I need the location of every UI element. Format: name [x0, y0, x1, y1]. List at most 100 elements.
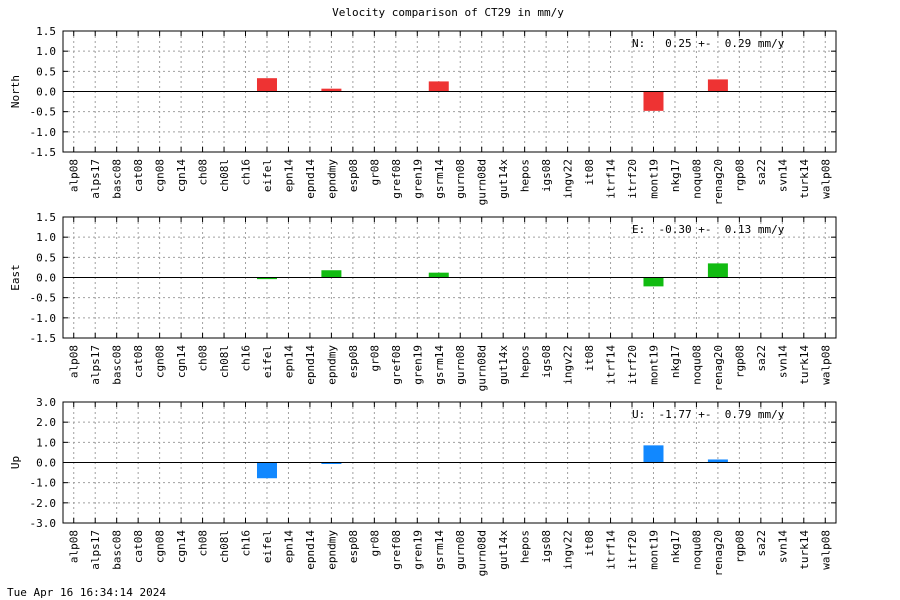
x-tick-label: gurn08 — [454, 159, 467, 199]
x-tick-label: sa22 — [755, 159, 768, 186]
y-tick-label: 1.5 — [36, 25, 56, 38]
x-tick-label: ingv22 — [562, 345, 575, 385]
x-tick-label: alp08 — [68, 159, 81, 192]
plot-frame — [62, 216, 837, 339]
x-tick-label: esp08 — [347, 530, 360, 563]
x-tick-label: cgn14 — [175, 345, 188, 378]
x-tick-label: svn14 — [776, 530, 789, 563]
x-tick-label: ingv22 — [562, 530, 575, 570]
x-tick-label: ch16 — [240, 159, 253, 186]
x-tick-label: basc08 — [111, 530, 124, 570]
x-tick-label: cgn14 — [175, 159, 188, 192]
x-tick-label: gren19 — [411, 345, 424, 385]
bar-eifel — [256, 78, 277, 92]
x-tick-label: hepos — [519, 159, 532, 192]
x-tick-label: itrf14 — [605, 530, 618, 570]
x-tick-label: cat08 — [132, 530, 145, 563]
x-tick-label: gurn08 — [454, 530, 467, 570]
x-tick-label: ch08l — [218, 159, 231, 192]
x-tick-label: renag20 — [712, 159, 725, 205]
y-tick-label: 1.5 — [36, 211, 56, 224]
y-tick-label: -2.0 — [30, 497, 57, 510]
bar-epndmy — [321, 462, 342, 464]
y-axis-label: East — [9, 264, 22, 291]
x-tick-label: ch08l — [218, 345, 231, 378]
x-tick-label: epnd14 — [304, 345, 317, 385]
x-tick-label: cat08 — [132, 345, 145, 378]
y-tick-label: -3.0 — [30, 517, 57, 530]
x-tick-label: ch08 — [197, 530, 210, 557]
x-tick-label: noqu08 — [690, 345, 703, 385]
x-tick-label: cgn08 — [154, 530, 167, 563]
x-tick-label: alps17 — [89, 530, 102, 570]
x-tick-label: gut14x — [497, 345, 510, 385]
x-tick-label: noqu08 — [690, 530, 703, 570]
x-tick-label: cat08 — [132, 159, 145, 192]
x-tick-label: ingv22 — [562, 159, 575, 199]
x-tick-label: alps17 — [89, 345, 102, 385]
x-tick-label: gsrm14 — [433, 159, 446, 199]
bar-eifel — [256, 462, 277, 479]
x-tick-label: gurn08d — [476, 345, 489, 391]
x-tick-label: basc08 — [111, 159, 124, 199]
x-tick-label: ch08 — [197, 159, 210, 186]
x-tick-label: walp08 — [819, 159, 832, 199]
y-tick-label: -0.5 — [30, 106, 57, 119]
y-axis-label: North — [9, 75, 22, 108]
y-tick-label: -0.5 — [30, 292, 57, 305]
x-tick-label: turk14 — [798, 159, 811, 199]
x-tick-label: svn14 — [776, 159, 789, 192]
x-tick-label: it08 — [583, 530, 596, 557]
x-tick-label: igs08 — [540, 159, 553, 192]
y-axis-label: Up — [9, 456, 22, 469]
x-tick-label: walp08 — [819, 345, 832, 385]
x-tick-label: hepos — [519, 530, 532, 563]
x-tick-label: gren19 — [411, 530, 424, 570]
x-tick-label: gsrm14 — [433, 345, 446, 385]
x-tick-label: it08 — [583, 345, 596, 372]
x-tick-label: mont19 — [647, 530, 660, 570]
y-tick-label: 0.5 — [36, 65, 56, 78]
x-tick-label: svn14 — [776, 345, 789, 378]
y-tick-label: -1.5 — [30, 332, 57, 345]
x-tick-label: mont19 — [647, 159, 660, 199]
plot-frame — [62, 30, 837, 153]
x-tick-label: gut14x — [497, 159, 510, 199]
bar-gsrm14 — [428, 81, 449, 92]
bar-mont19 — [643, 277, 664, 287]
x-tick-label: epn14 — [282, 159, 295, 192]
x-tick-label: eifel — [261, 159, 274, 192]
y-tick-label: 0.0 — [36, 86, 56, 99]
bar-renag20 — [707, 263, 728, 278]
x-tick-label: igs08 — [540, 530, 553, 563]
panel-up: 3.0 2.0 1.0 0.0 -1.0 -2.0 -3.0 alp08 alps17 basc0… — [9, 396, 837, 576]
x-tick-label: renag20 — [712, 530, 725, 576]
y-tick-label: -1.5 — [30, 146, 57, 159]
x-tick-label: sa22 — [755, 345, 768, 372]
x-tick-label: noqu08 — [690, 159, 703, 199]
y-tick-label: 1.0 — [36, 45, 56, 58]
x-tick-label: gurn08d — [476, 159, 489, 205]
x-tick-label: gren19 — [411, 159, 424, 199]
x-tick-label: eifel — [261, 530, 274, 563]
x-tick-label: mont19 — [647, 345, 660, 385]
x-tick-label: gr08 — [368, 345, 381, 372]
x-tick-label: igs08 — [540, 345, 553, 378]
x-tick-label: gurn08 — [454, 345, 467, 385]
x-tick-label: cgn08 — [154, 345, 167, 378]
x-tick-label: gr08 — [368, 159, 381, 186]
x-tick-label: turk14 — [798, 530, 811, 570]
x-tick-label: esp08 — [347, 345, 360, 378]
timestamp-footer: Tue Apr 16 16:34:14 2024 — [7, 586, 166, 599]
x-tick-label: itrf20 — [626, 159, 639, 199]
chart-title: Velocity comparison of CT29 in mm/y — [332, 6, 564, 19]
bar-eifel — [256, 277, 277, 280]
x-tick-label: rgp08 — [733, 159, 746, 192]
x-tick-label: nkg17 — [669, 159, 682, 192]
stats-annotation: N: 0.25 +- 0.29 mm/y — [632, 37, 785, 50]
bar-mont19 — [643, 91, 664, 111]
x-tick-label: alp08 — [68, 530, 81, 563]
x-tick-label: epndmy — [325, 530, 338, 570]
y-tick-label: 1.0 — [36, 231, 56, 244]
